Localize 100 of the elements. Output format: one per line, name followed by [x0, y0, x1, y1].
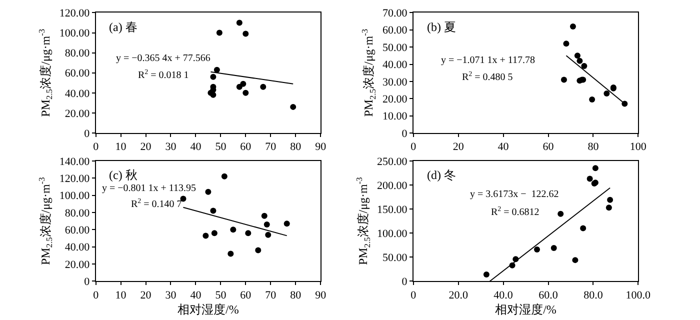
x-axis-title: 相对湿度/% — [178, 302, 239, 316]
x-tick-label: 50 — [215, 141, 227, 154]
y-tick-label: 100.00 — [376, 228, 408, 240]
point — [550, 245, 557, 252]
annotation: R$^{2}$ = 0.6812 — [491, 205, 540, 218]
point — [265, 232, 272, 238]
x-tick-label: 20 — [452, 141, 464, 154]
point — [563, 40, 570, 47]
point — [221, 173, 228, 180]
x-tick-label: 20 — [140, 141, 152, 154]
x-tick-label: 100.0 — [626, 289, 652, 302]
x-tick-label: 80 — [290, 141, 302, 154]
y-tick-label: 150.00 — [376, 204, 408, 216]
y-tick-label: 0 — [402, 276, 408, 288]
y-tick-label: 50.00 — [382, 42, 408, 54]
y-tick-label: 80.00 — [64, 48, 90, 60]
point — [260, 84, 266, 90]
x-tick-label: 20.0 — [448, 289, 468, 302]
point — [216, 30, 222, 36]
y-tick-label: 50.00 — [382, 252, 408, 264]
point — [483, 272, 490, 278]
y-tick-label: 10.00 — [382, 110, 408, 123]
y-tick-label: 200.00 — [376, 180, 408, 192]
point — [604, 90, 610, 96]
x-tick-label: 100 — [630, 141, 647, 154]
x-tick-label: 0 — [93, 141, 100, 154]
text: (a) 春 — [109, 20, 138, 34]
point — [242, 90, 249, 96]
point — [205, 188, 212, 195]
point — [210, 208, 216, 214]
x-tick-label: 40.0 — [494, 289, 514, 302]
point — [242, 30, 249, 37]
point — [210, 74, 216, 80]
text: (c) 秋 — [109, 168, 138, 182]
y-tick-label: 0 — [84, 128, 90, 140]
point — [236, 20, 242, 26]
annotation: R$^{2}$ = 0.018 1 — [138, 68, 189, 82]
y-tick-label: 120.00 — [59, 172, 90, 185]
x-tick-label: 80 — [588, 141, 600, 154]
y-tick-label: 30.00 — [382, 76, 408, 88]
point — [570, 23, 576, 30]
point — [240, 80, 246, 87]
x-tick-label: 20 — [140, 289, 152, 302]
point — [586, 176, 593, 182]
annotation: R$^{2}$ = 0.480 5 — [462, 70, 513, 84]
point — [606, 204, 612, 211]
x-tick-label: 30 — [165, 141, 177, 154]
x-tick-label: 90 — [315, 141, 327, 154]
point — [255, 247, 262, 254]
point — [228, 250, 234, 257]
annotation: y = −1.071 1x + 117.78 — [441, 55, 536, 66]
x-tick-label: 30 — [165, 289, 177, 302]
y-tick-label: 20.00 — [64, 108, 90, 120]
x-tick-label: 40 — [498, 141, 510, 154]
x-tick-label: 10 — [115, 289, 127, 302]
point — [264, 222, 270, 228]
annotation: y = −0.365 4x + 77.566 — [116, 53, 210, 64]
annotation: y = 3.6173x − 122.62 — [470, 189, 559, 200]
y-tick-label: 0 — [402, 128, 408, 140]
y-tick-label: 40.00 — [64, 88, 90, 100]
x-tick-label: 40 — [190, 141, 202, 154]
point — [202, 232, 209, 239]
x-tick-label: 40 — [190, 289, 202, 302]
y-tick-label: 60.00 — [382, 24, 408, 37]
point — [560, 76, 567, 83]
point — [574, 52, 580, 59]
x-axis-title: 相对湿度/% — [495, 302, 556, 316]
text: (b) 夏 — [427, 20, 456, 34]
y-tick-label: 120.00 — [59, 8, 90, 20]
x-tick-label: 90 — [315, 289, 327, 302]
x-tick-label: 0 — [410, 289, 417, 302]
x-tick-label: 80.0 — [584, 289, 604, 302]
x-tick-label: 60 — [240, 289, 252, 302]
y-tick-label: 60.00 — [64, 68, 90, 80]
point — [572, 257, 578, 264]
y-tick-label: 20.00 — [382, 93, 408, 106]
x-tick-label: 50 — [215, 289, 227, 302]
point — [589, 96, 596, 102]
y-tick-label: 100.00 — [59, 28, 90, 40]
point — [230, 226, 236, 233]
point — [580, 225, 586, 232]
annotation: y = −0.801 1x + 113.95 — [102, 183, 196, 194]
x-tick-label: 10 — [115, 141, 127, 154]
point — [581, 62, 588, 69]
y-tick-label: 80.00 — [64, 207, 90, 220]
y-tick-label: 40.00 — [64, 242, 90, 254]
x-tick-label: 70 — [265, 289, 277, 302]
point — [607, 196, 614, 203]
x-tick-label: 70 — [265, 141, 277, 154]
point — [592, 165, 598, 172]
point — [261, 212, 268, 219]
y-tick-label: 250.00 — [376, 156, 408, 168]
y-tick-label: 70.00 — [382, 8, 408, 20]
y-tick-label: 140.00 — [59, 156, 90, 168]
y-tick-label: 20.00 — [64, 258, 90, 271]
x-tick-label: 60 — [542, 141, 554, 154]
x-tick-label: 80 — [290, 289, 302, 302]
point — [558, 210, 564, 217]
point — [576, 58, 583, 64]
y-tick-label: 100.00 — [59, 190, 90, 202]
